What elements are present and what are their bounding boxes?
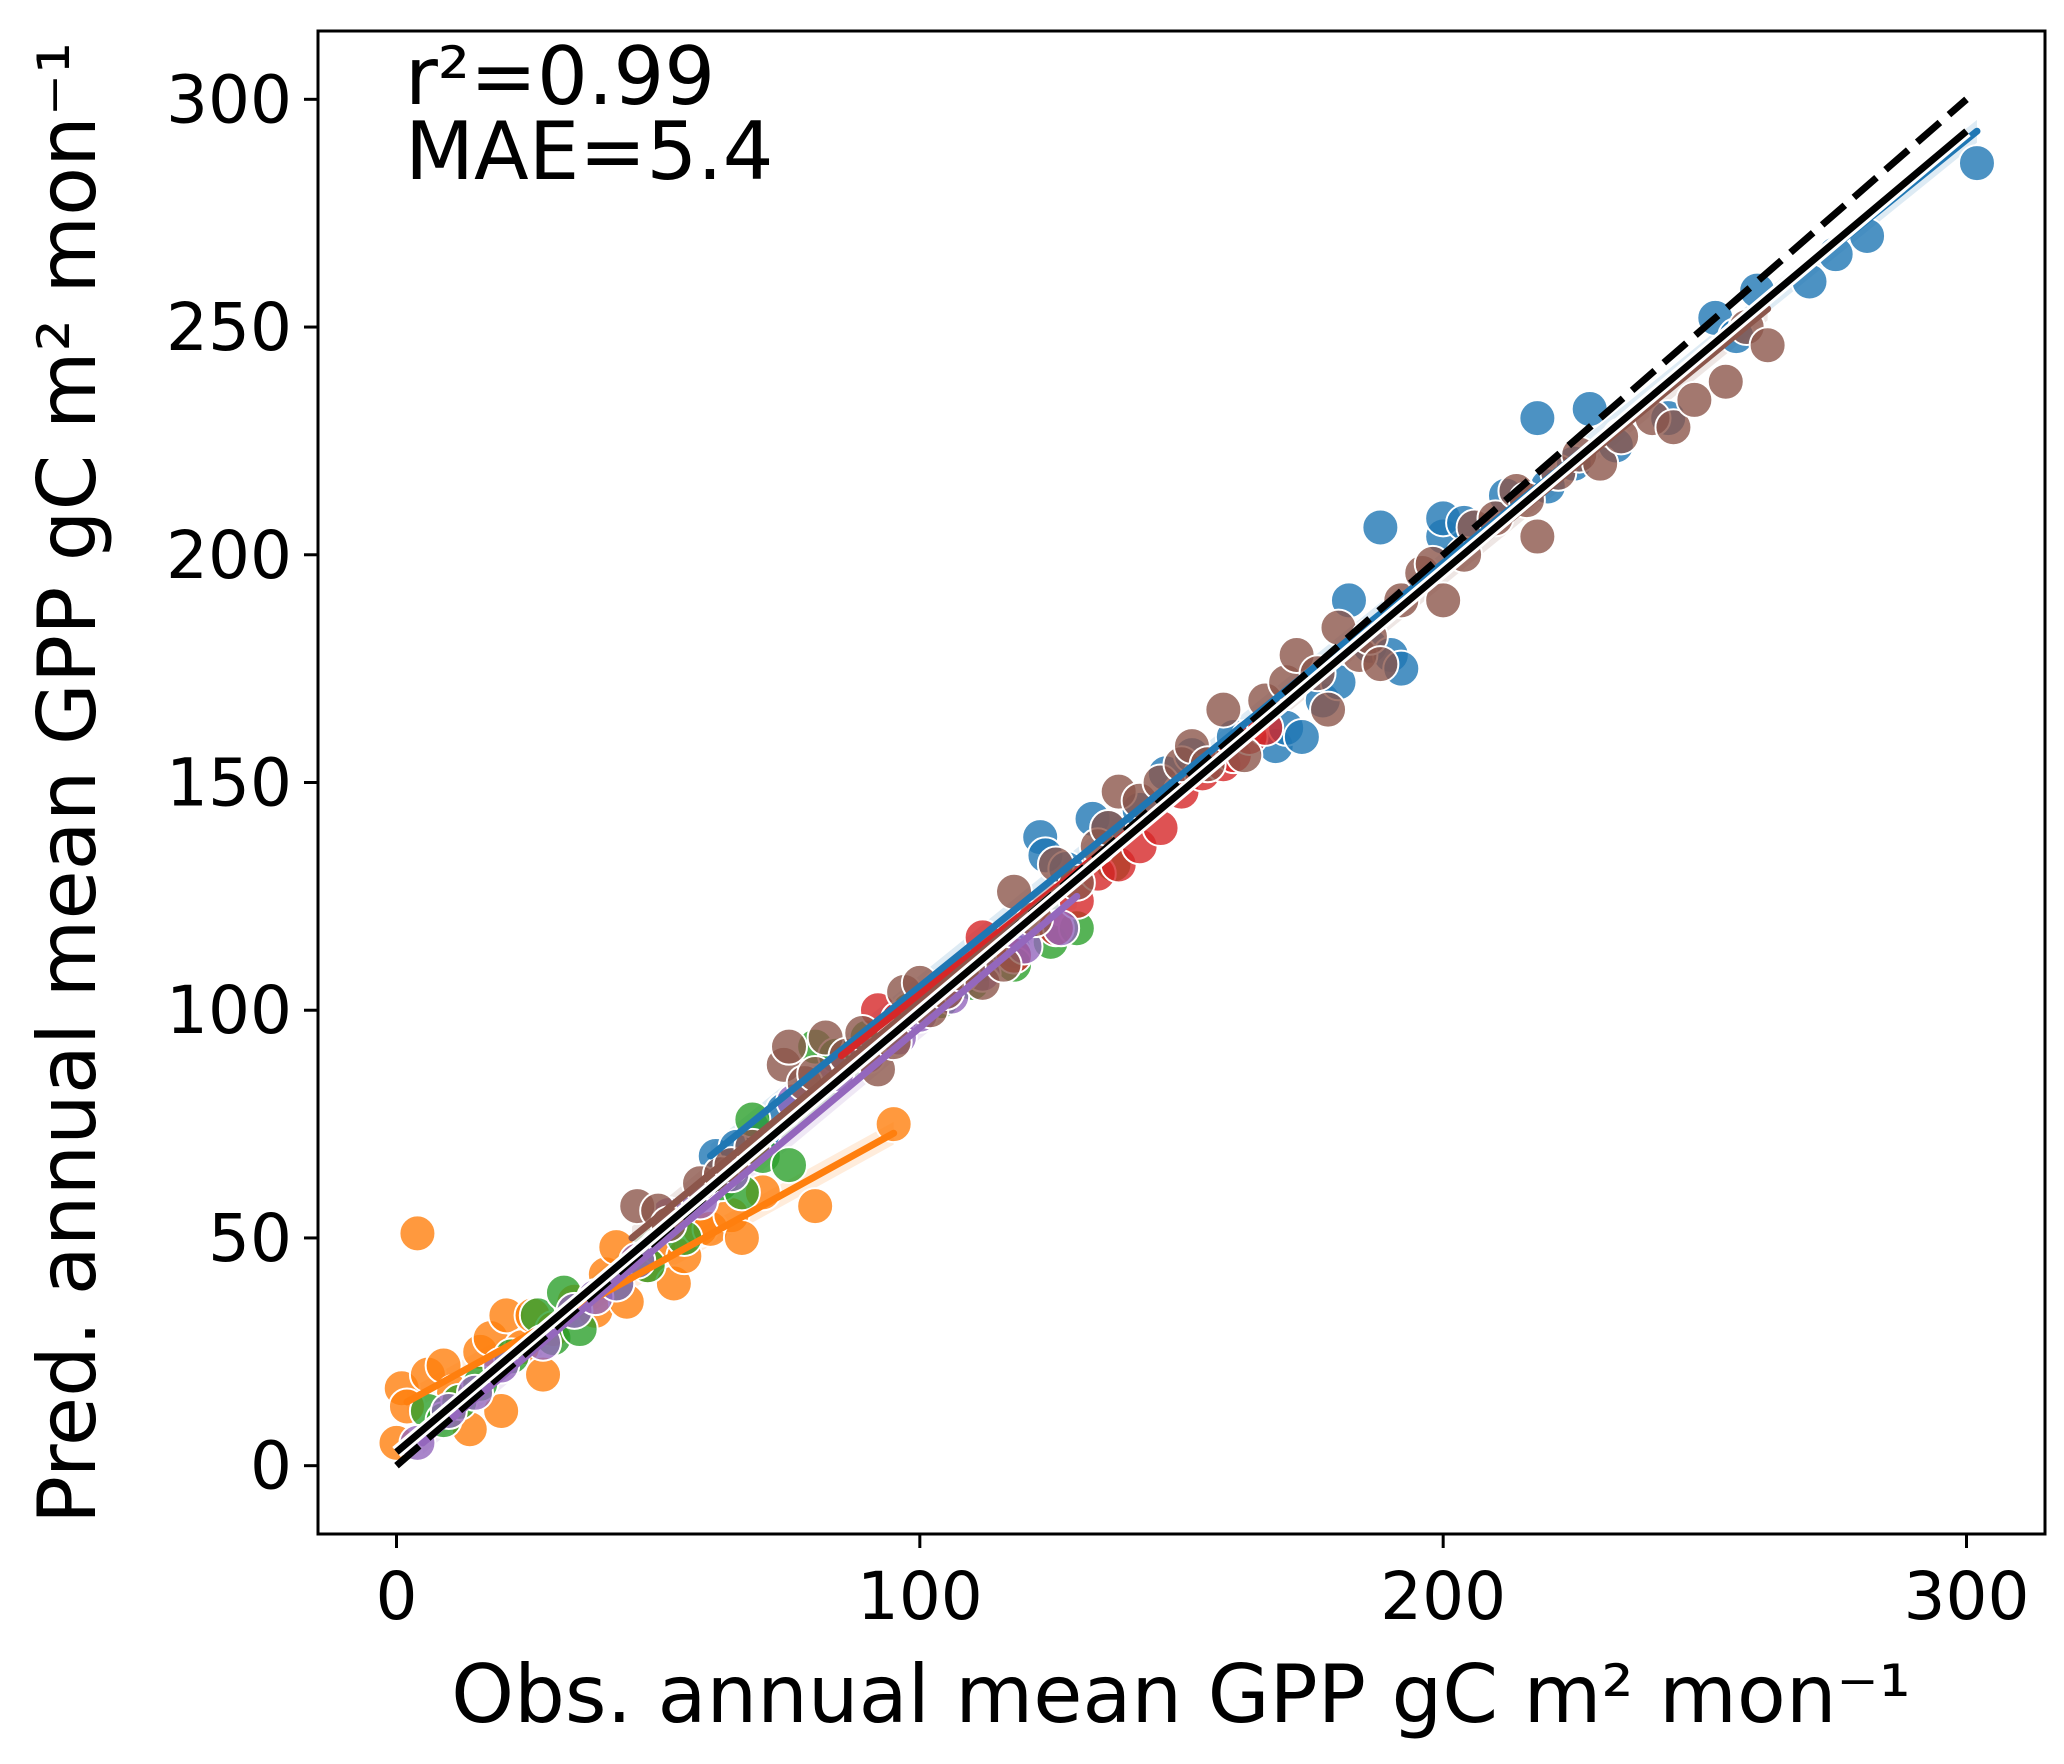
y-tick-label-3: 150: [166, 745, 292, 822]
series-0-point-27: [1361, 508, 1400, 547]
series-5-point-63: [1706, 362, 1745, 401]
series-0-point-22: [1282, 717, 1321, 756]
y-tick-label-0: 0: [250, 1428, 292, 1505]
series-1-point-3: [398, 1214, 437, 1253]
y-tick-label-5: 250: [166, 289, 292, 366]
x-axis-label: Obs. annual mean GPP gC m² mon⁻¹: [451, 1648, 1911, 1741]
series-1-fit-line: [403, 1129, 898, 1406]
x-tick-label-3: 300: [1904, 1558, 2030, 1635]
y-tick-label-6: 300: [166, 61, 292, 138]
series-5-point-61: [1654, 408, 1693, 447]
series-1-point-10: [482, 1392, 521, 1431]
series-1-point-31: [874, 1105, 913, 1144]
series-1-point-14: [524, 1355, 563, 1394]
series-5-point-41: [1309, 690, 1348, 729]
x-tick-label-2: 200: [1380, 1558, 1506, 1635]
regression-lines-layer: [392, 96, 1981, 1469]
x-tick-label-0: 0: [376, 1558, 418, 1635]
y-axis-label: Pred. annual mean GPP gC m² mon⁻¹: [21, 42, 114, 1524]
series-5-point-55: [1518, 517, 1557, 556]
series-1-point-30: [796, 1187, 835, 1226]
series-4-fit-line: [419, 892, 1081, 1447]
series-5-point-62: [1675, 380, 1714, 419]
series-0-point-34: [1518, 399, 1557, 438]
y-tick-label-1: 50: [208, 1200, 292, 1277]
series-5-point-45: [1361, 645, 1400, 684]
series-5-point-65: [1748, 326, 1787, 365]
x-tick-label-1: 100: [857, 1558, 983, 1635]
axis-ticks-layer: 0 100 200 300 0 50 100 150 200 250 300: [166, 61, 2029, 1635]
series-0-point-46: [1957, 144, 1996, 183]
series-5-point-8: [770, 1027, 808, 1066]
y-tick-label-2: 100: [166, 972, 292, 1049]
y-tick-label-4: 200: [166, 517, 292, 594]
series-5-point-35: [1204, 690, 1243, 729]
r-squared-annotation: r²=0.99: [405, 30, 715, 123]
overall-fit-line: [394, 128, 1969, 1455]
mae-annotation: MAE=5.4: [405, 105, 774, 198]
series-0-point-37: [1570, 390, 1609, 429]
series-5-point-49: [1424, 581, 1463, 620]
series-2-point-16: [770, 1146, 808, 1185]
